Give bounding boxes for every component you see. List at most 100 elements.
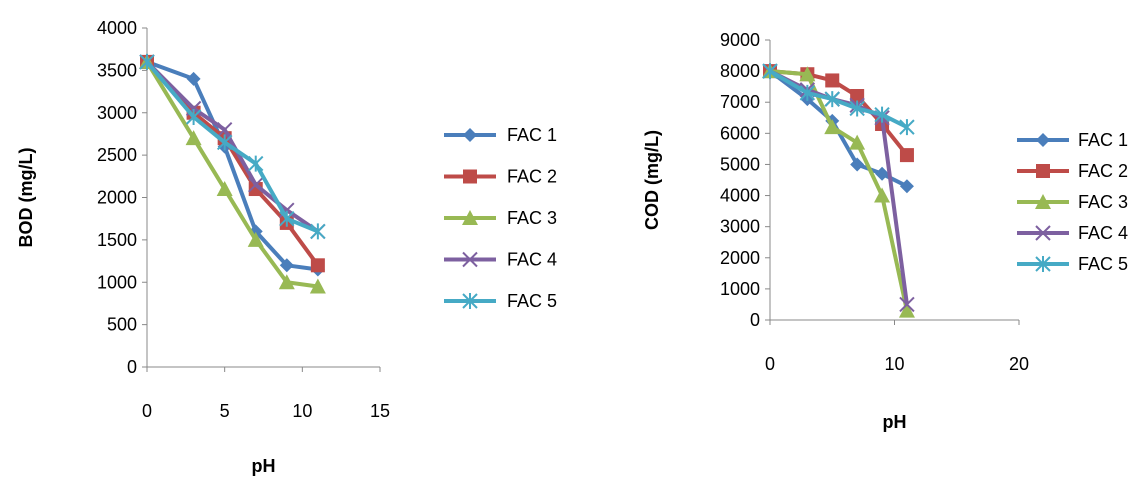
y-tick-label: 7000 xyxy=(720,92,760,112)
legend-swatch-marker xyxy=(463,128,477,142)
data-point xyxy=(279,210,295,227)
series-line xyxy=(768,69,908,129)
legend-swatch-marker xyxy=(1035,194,1051,209)
data-point xyxy=(874,187,891,203)
legend-entry: FAC 4 xyxy=(444,250,557,270)
data-point xyxy=(899,179,914,194)
y-tick-label: 2000 xyxy=(97,188,137,208)
data-point xyxy=(874,106,890,123)
legend-label: FAC 2 xyxy=(507,167,557,187)
legend-entry: FAC 2 xyxy=(1017,161,1128,181)
data-point xyxy=(310,258,325,273)
data-point xyxy=(248,155,264,172)
legend-entry: FAC 2 xyxy=(444,167,557,187)
data-point xyxy=(899,148,914,163)
legend-label: FAC 1 xyxy=(507,125,557,145)
legend-entry: FAC 5 xyxy=(444,291,557,311)
y-tick-label: 9000 xyxy=(720,30,760,50)
y-axis-title: BOD (mg/L) xyxy=(16,148,36,248)
data-point xyxy=(186,71,201,86)
legend-entry: FAC 1 xyxy=(1017,130,1128,150)
y-tick-label: 0 xyxy=(127,357,137,377)
x-tick-label: 0 xyxy=(142,401,152,421)
data-point xyxy=(247,231,264,247)
y-tick-label: 0 xyxy=(750,310,760,330)
series-line xyxy=(145,60,319,289)
y-tick-label: 3500 xyxy=(97,60,137,80)
data-point xyxy=(185,108,202,125)
data-point xyxy=(850,89,865,103)
x-axis-title: pH xyxy=(252,456,276,476)
y-tick-label: 500 xyxy=(107,315,137,335)
data-point xyxy=(139,53,155,70)
data-point xyxy=(216,181,233,197)
x-tick-label: 0 xyxy=(765,354,775,374)
series-fac-5 xyxy=(762,63,915,136)
legend-label: FAC 3 xyxy=(507,208,557,228)
data-point xyxy=(898,302,915,318)
x-tick-label: 5 xyxy=(220,401,230,421)
legend-label: FAC 4 xyxy=(1078,223,1128,243)
data-point xyxy=(849,134,866,150)
y-tick-label: 3000 xyxy=(97,103,137,123)
data-point xyxy=(309,278,326,294)
data-point xyxy=(899,296,915,313)
data-point xyxy=(216,121,233,138)
y-tick-label: 4000 xyxy=(720,186,760,206)
legend-label: FAC 4 xyxy=(507,250,557,270)
data-point xyxy=(248,177,264,193)
legend-swatch-marker xyxy=(1035,256,1051,272)
data-point xyxy=(849,100,865,117)
x-tick-label: 20 xyxy=(1009,354,1029,374)
legend-label: FAC 1 xyxy=(1078,130,1128,150)
y-tick-label: 5000 xyxy=(720,154,760,174)
data-point xyxy=(875,166,890,181)
data-point xyxy=(278,274,295,290)
data-point xyxy=(850,157,865,172)
data-point xyxy=(825,73,840,88)
data-point xyxy=(185,130,202,146)
y-tick-label: 1000 xyxy=(97,272,137,292)
legend-entry: FAC 5 xyxy=(1017,254,1128,274)
legend-entry: FAC 3 xyxy=(1017,192,1128,212)
bod-chart: 0 500 1000 1500 2000 2500 3000 3500 4000 0 5 10 15 pH… xyxy=(16,18,557,476)
series-line xyxy=(769,69,909,312)
legend-swatch-marker xyxy=(462,210,478,225)
y-tick-label: 4000 xyxy=(97,18,137,38)
series-fac-3 xyxy=(139,53,326,294)
legend-entry: FAC 4 xyxy=(1017,223,1128,243)
y-tick-label: 8000 xyxy=(720,61,760,81)
y-tick-label: 1000 xyxy=(720,279,760,299)
legend-label: FAC 5 xyxy=(1078,254,1128,274)
data-point xyxy=(216,134,233,151)
x-tick-label: 15 xyxy=(370,401,390,421)
x-tick-label: 10 xyxy=(292,401,312,421)
x-tick-label: 10 xyxy=(884,354,904,374)
data-point xyxy=(310,223,326,240)
data-point xyxy=(762,63,778,80)
legend-swatch-marker xyxy=(462,251,478,268)
y-tick-label: 6000 xyxy=(720,123,760,143)
legend-swatch-marker xyxy=(1035,225,1051,241)
cod-chart: 0 1000 2000 3000 4000 5000 6000 7000 8000 9000 0 10… xyxy=(642,30,1128,432)
legend-swatch-marker xyxy=(462,293,478,309)
y-tick-label: 3000 xyxy=(720,217,760,237)
legend-swatch-marker xyxy=(1036,164,1050,178)
legend-label: FAC 3 xyxy=(1078,192,1128,212)
data-point xyxy=(279,258,294,273)
series-line xyxy=(145,60,320,267)
y-axis-title: COD (mg/L) xyxy=(642,130,662,230)
data-point xyxy=(799,66,816,82)
y-tick-label: 1500 xyxy=(97,230,137,250)
data-point xyxy=(824,91,840,108)
legend-label: FAC 5 xyxy=(507,291,557,311)
series-fac-5 xyxy=(139,53,326,240)
legend-entry: FAC 3 xyxy=(444,208,557,228)
legend-swatch-marker xyxy=(463,169,477,184)
y-tick-label: 2000 xyxy=(720,248,760,268)
data-point xyxy=(899,119,915,136)
legend-label: FAC 2 xyxy=(1078,161,1128,181)
data-point xyxy=(824,119,841,135)
legend-swatch-marker xyxy=(1036,133,1050,147)
